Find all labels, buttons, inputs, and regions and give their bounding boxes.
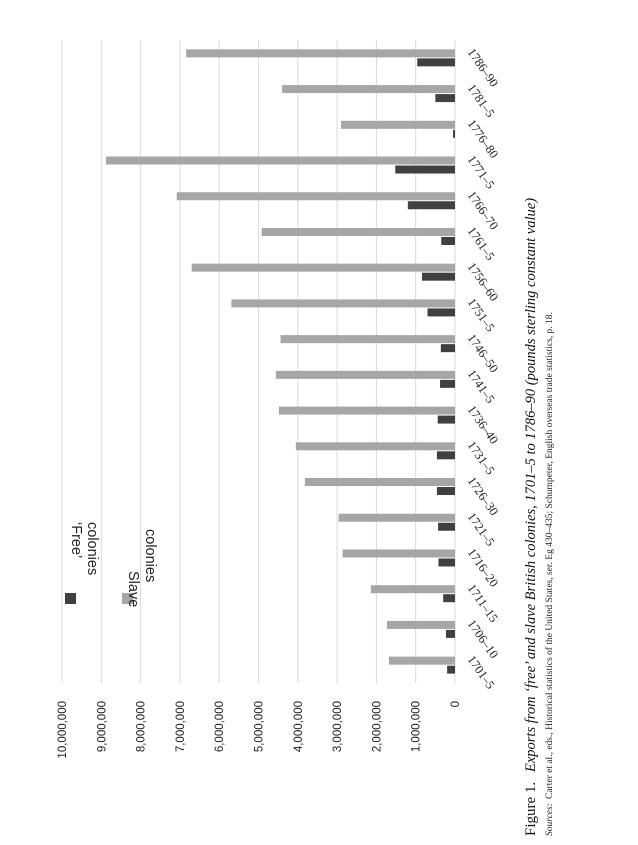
bar-free-2 <box>443 594 455 603</box>
value-tick-label: 8,000,000 <box>136 701 148 752</box>
value-tick-label: 6,000,000 <box>214 701 226 752</box>
bar-slave-15 <box>341 120 455 129</box>
bar-slave-14 <box>106 156 456 165</box>
bar-slave-1 <box>387 620 455 629</box>
legend-swatch-free <box>65 593 76 604</box>
bar-free-13 <box>407 201 455 210</box>
value-tick-label: 2,000,000 <box>371 701 383 752</box>
figure-number: Figure 1. <box>523 782 539 836</box>
bars <box>106 49 456 674</box>
category-tick-label: 1756–60 <box>465 260 502 304</box>
bar-free-10 <box>427 308 455 317</box>
legend-swatch-slave <box>122 593 133 604</box>
value-tick-label: 7,000,000 <box>175 701 187 752</box>
value-tick-label: 5,000,000 <box>254 701 266 752</box>
bar-free-3 <box>438 558 455 567</box>
bar-free-0 <box>447 665 455 674</box>
bar-free-16 <box>435 94 455 103</box>
bar-slave-10 <box>231 299 455 308</box>
bar-slave-6 <box>295 442 455 451</box>
bar-free-15 <box>453 129 455 138</box>
bar-free-8 <box>440 379 455 388</box>
caption-block: Figure 1. Exports from ‘free’ and slave … <box>523 198 555 836</box>
category-axis-ticks: 1701–51706–101711–151716–201721–51726–30… <box>465 46 502 692</box>
bar-free-17 <box>417 58 455 67</box>
value-tick-label: 10,000,000 <box>57 701 69 759</box>
legend-label-slave-line1: Slave <box>125 571 141 607</box>
legend-label-slave-line2: colonies <box>142 529 158 582</box>
bar-slave-9 <box>280 335 455 344</box>
bar-slave-11 <box>191 263 455 272</box>
figure-caption: Exports from ‘free’ and slave British co… <box>523 198 539 773</box>
bar-slave-13 <box>176 192 456 201</box>
legend-label-free-line2: colonies <box>84 522 100 575</box>
bar-free-4 <box>438 522 455 531</box>
bar-slave-5 <box>304 478 455 487</box>
category-tick-label: 1726–30 <box>465 474 502 518</box>
bar-slave-8 <box>275 370 455 379</box>
bar-slave-3 <box>342 549 455 558</box>
bar-free-14 <box>395 165 455 174</box>
bar-slave-17 <box>186 49 456 58</box>
bar-slave-0 <box>388 656 455 665</box>
legend: ‘Free’ colonies Slave colonies <box>65 522 158 607</box>
category-tick-label: 1711–15 <box>465 581 501 624</box>
bar-slave-4 <box>338 513 455 522</box>
category-tick-label: 1736–40 <box>465 403 502 447</box>
bar-free-1 <box>445 629 455 638</box>
category-tick-label: 1746–50 <box>465 331 502 375</box>
source-label: Sources: <box>545 803 555 836</box>
value-tick-label: 9,000,000 <box>96 701 108 752</box>
value-tick-label: 3,000,000 <box>332 701 344 752</box>
category-tick-label: 1716–20 <box>465 546 502 590</box>
category-tick-label: 1776–80 <box>465 117 502 161</box>
value-tick-label: 0 <box>450 701 462 707</box>
bar-free-11 <box>421 272 455 281</box>
legend-label-free-line1: ‘Free’ <box>68 522 84 558</box>
value-tick-label: 1,000,000 <box>411 701 423 752</box>
bar-free-12 <box>441 236 455 245</box>
category-tick-label: 1766–70 <box>465 188 502 232</box>
value-tick-label: 4,000,000 <box>293 701 305 752</box>
category-tick-label: 1786–90 <box>465 46 502 90</box>
bar-free-9 <box>440 344 455 353</box>
gridlines <box>61 40 456 683</box>
category-tick-label: 1706–10 <box>465 617 502 661</box>
bar-slave-2 <box>370 585 455 594</box>
bar-slave-7 <box>278 406 455 415</box>
bar-free-7 <box>437 415 455 424</box>
value-axis-ticks: 0 1,000,000 2,000,000 3,000,000 4,000,000 5,0… <box>57 701 462 759</box>
bar-slave-16 <box>282 85 455 94</box>
bar-free-6 <box>436 451 455 460</box>
bar-slave-12 <box>261 227 455 236</box>
bar-free-5 <box>436 487 455 496</box>
source-text: Carter et al., eds., Historical statisti… <box>544 312 555 799</box>
